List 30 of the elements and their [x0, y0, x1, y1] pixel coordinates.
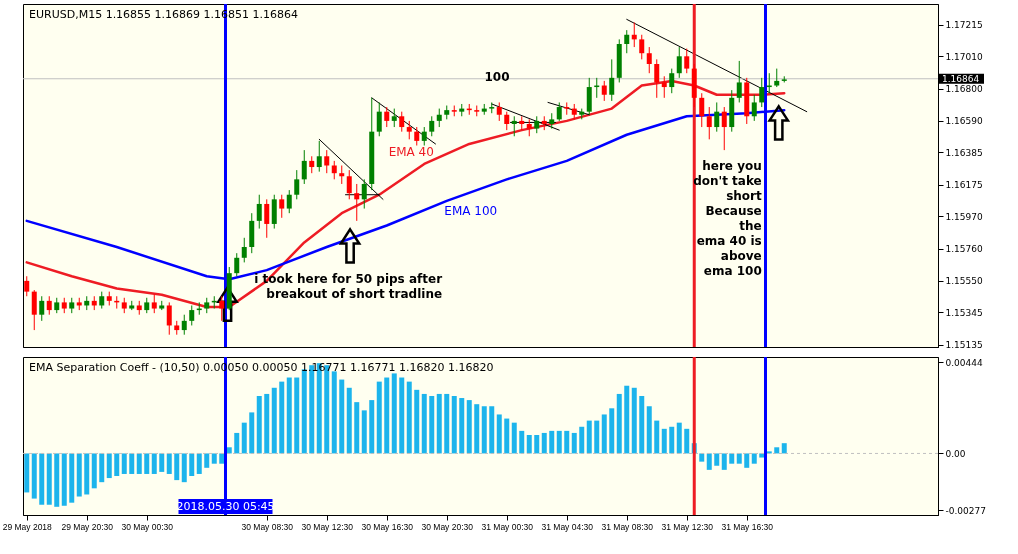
ref-line-label: 1.16864	[942, 73, 980, 84]
x-tick-label: 30 May 20:30	[421, 521, 474, 532]
y-tick-label: -0.00277	[945, 505, 986, 516]
y-tick-label: 1.16175	[945, 180, 983, 191]
y-tick-label: 0.00	[945, 448, 966, 459]
y-tick-label: 1.16385	[945, 147, 983, 158]
series-label: EMA 40	[388, 144, 434, 159]
series-label: EMA 100	[444, 203, 498, 218]
x-tick-label: 30 May 00:30	[121, 521, 174, 532]
x-tick-label: 31 May 16:30	[721, 521, 774, 532]
y-tick-label: 1.16590	[945, 116, 983, 127]
x-tick-label: 29 May 2018	[2, 521, 53, 532]
x-tick-label: 29 May 20:30	[61, 521, 114, 532]
y-tick-label: 1.15970	[945, 211, 983, 222]
y-tick-label: 1.15345	[945, 307, 983, 318]
y-tick-label: 1.15760	[945, 244, 983, 255]
x-tick-label: 30 May 16:30	[361, 521, 414, 532]
x-tick-label: 30 May 12:30	[301, 521, 354, 532]
y-tick-label: 1.17215	[945, 20, 983, 31]
x-tick-label: 31 May 08:30	[601, 521, 654, 532]
x-tick-label: 31 May 00:30	[481, 521, 534, 532]
y-tick-label: 1.15135	[945, 340, 983, 351]
y-tick-label: 1.16800	[945, 84, 983, 95]
x-tick-label: 31 May 04:30	[541, 521, 594, 532]
annotation: 100	[484, 70, 510, 85]
y-tick-label: 1.17010	[945, 51, 983, 62]
y-tick-label: 1.15550	[945, 276, 983, 287]
x-tick-label: 30 May 08:30	[241, 521, 294, 532]
y-tick-label: 0.00444	[945, 357, 983, 368]
x-tick-label: 31 May 12:30	[661, 521, 714, 532]
